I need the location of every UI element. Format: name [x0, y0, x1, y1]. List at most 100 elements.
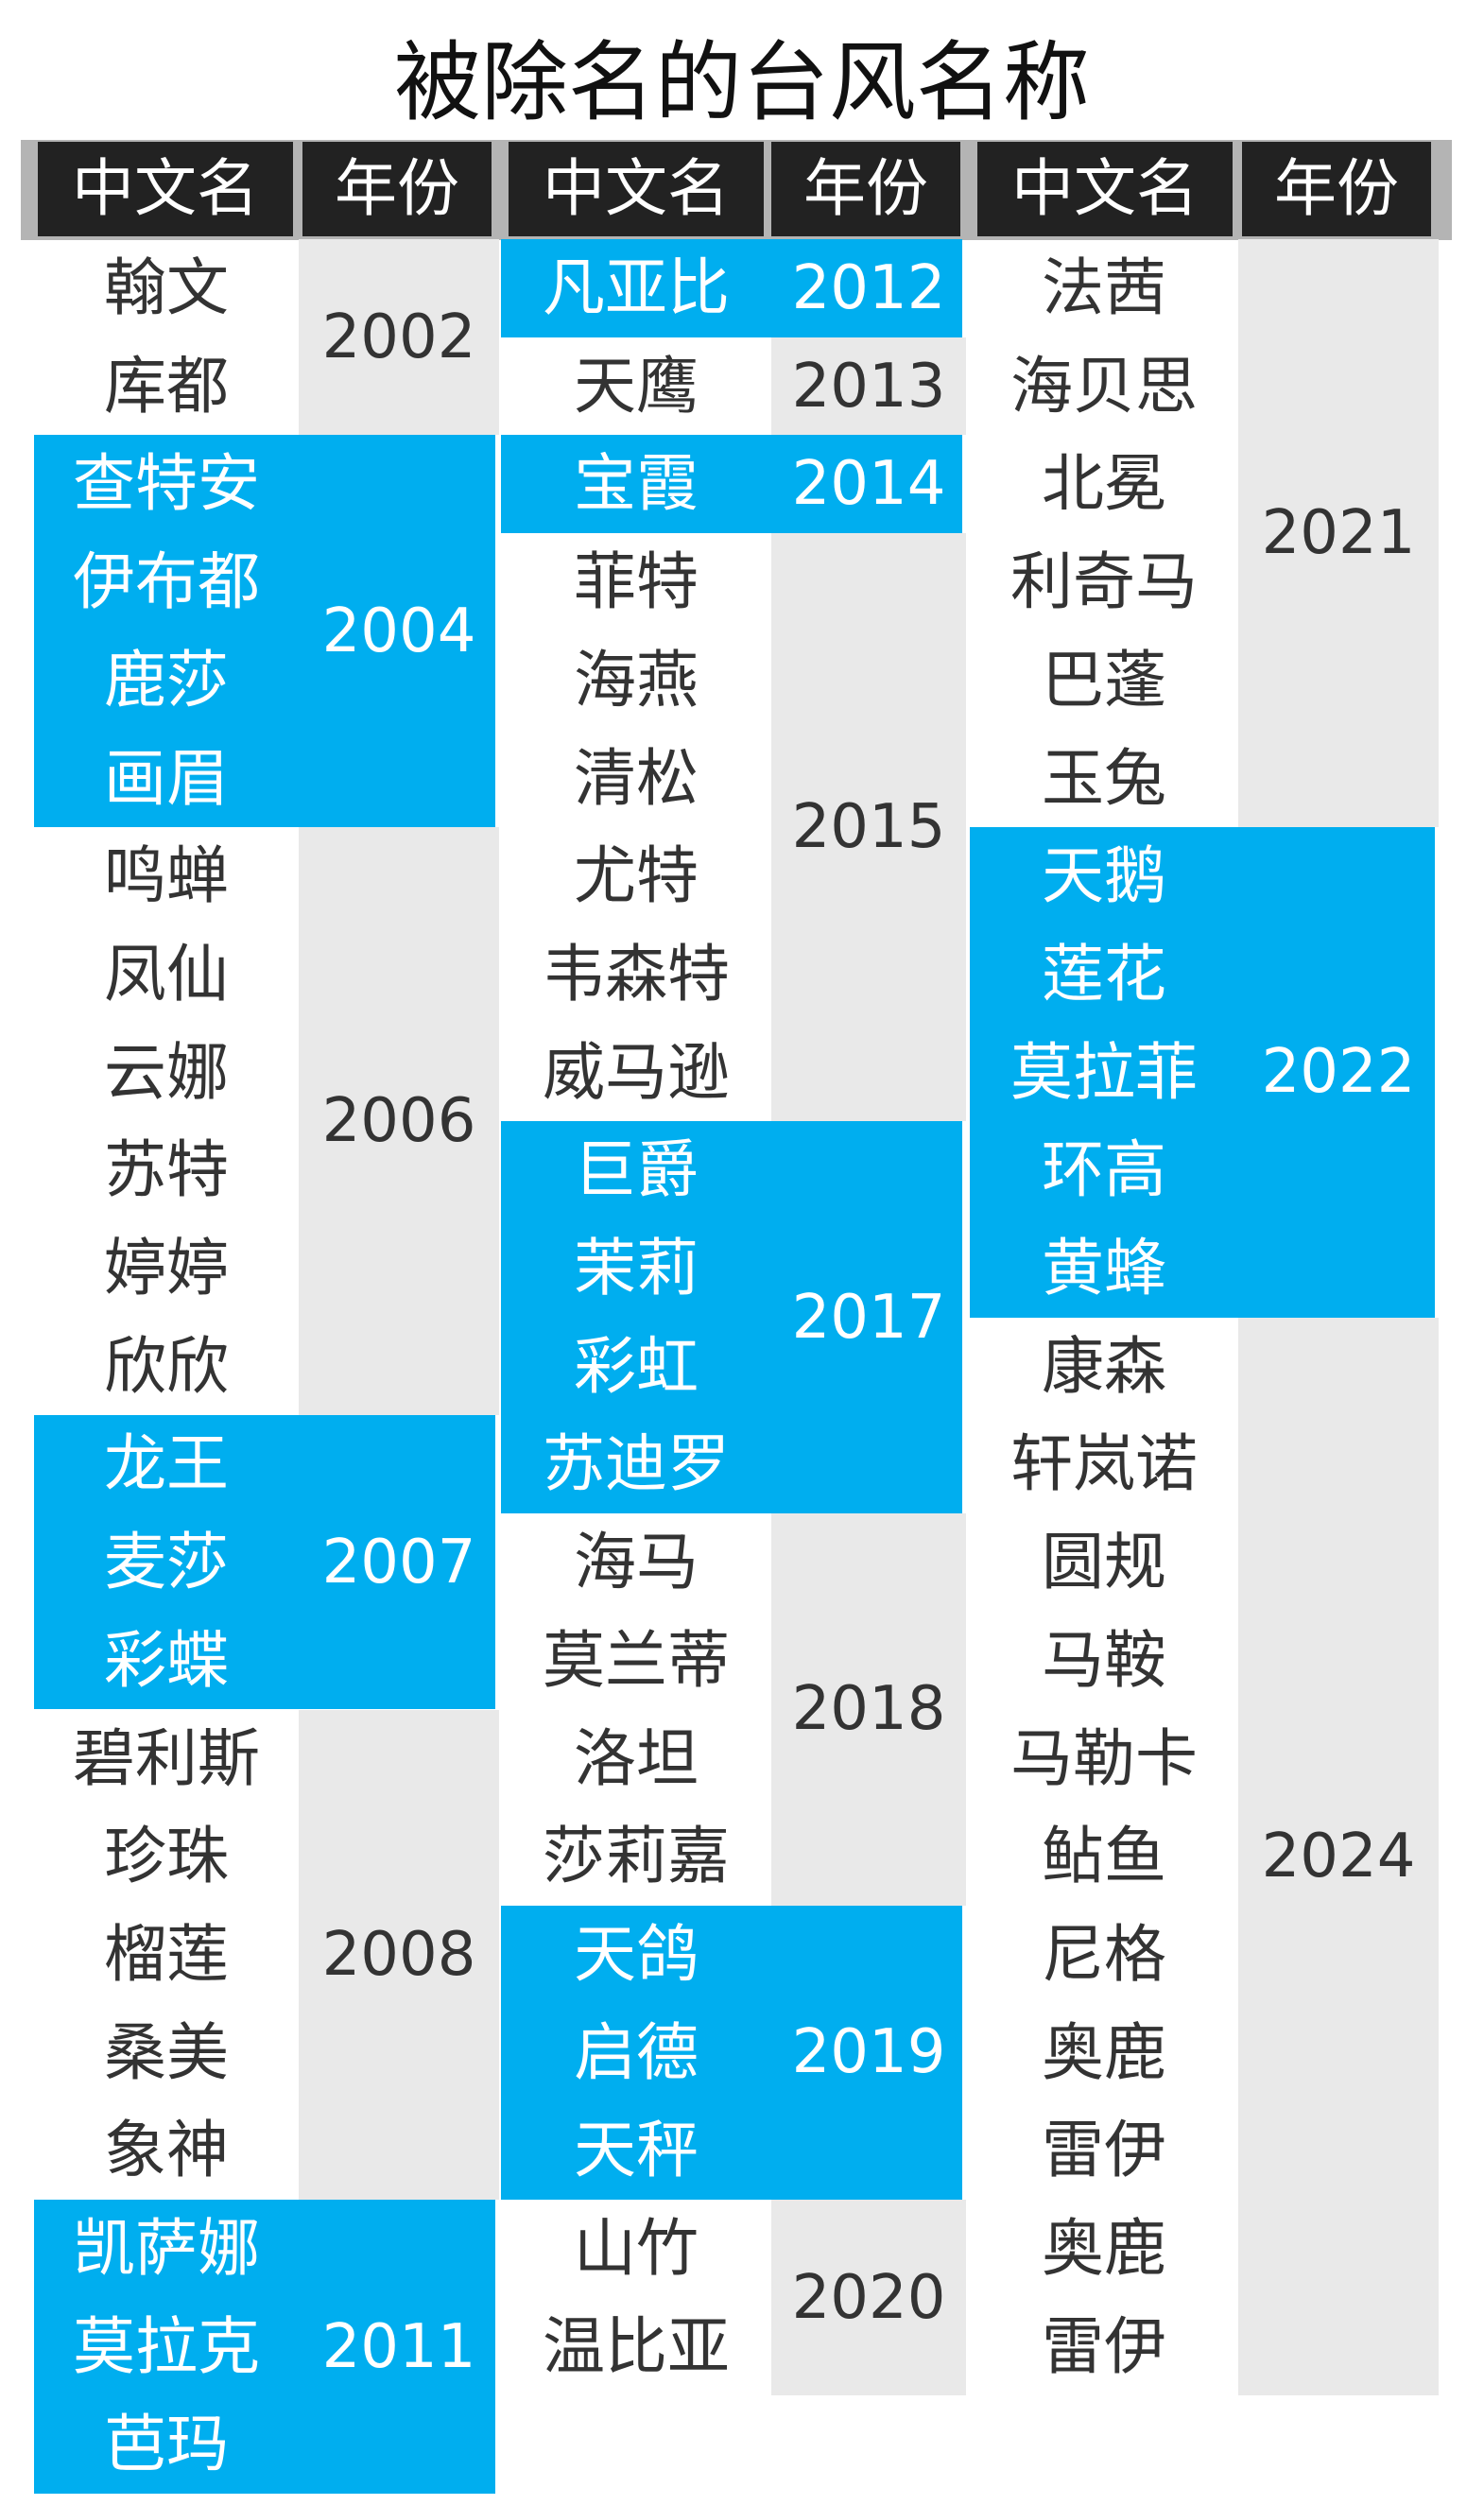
year-label: 2013 [791, 351, 946, 422]
typhoon-name: 莎莉嘉 [543, 1820, 730, 1893]
typhoon-name: 轩岚诺 [1010, 1427, 1198, 1501]
year-label: 2011 [321, 2311, 476, 2382]
year-label: 2024 [1261, 1822, 1416, 1892]
typhoon-name: 苏特 [104, 1133, 229, 1207]
year-label: 2004 [321, 596, 476, 666]
typhoon-name: 碧利斯 [73, 1721, 260, 1795]
typhoon-name: 马鞍 [1042, 1623, 1166, 1697]
header-name-col-2: 中文名 [509, 142, 764, 236]
year-label: 2015 [791, 792, 946, 863]
typhoon-name: 婷婷 [104, 1232, 229, 1304]
typhoon-name: 桑美 [104, 2015, 229, 2089]
typhoon-name: 尤特 [574, 839, 699, 913]
typhoon-name: 珍珠 [104, 1820, 229, 1893]
highlight-group-2014 [501, 435, 962, 534]
typhoon-name: 巨爵 [574, 1133, 699, 1207]
header-name-col-3: 中文名 [977, 142, 1233, 236]
typhoon-name: 凤仙 [104, 937, 229, 1011]
year-label: 2014 [791, 449, 946, 520]
typhoon-name: 奥鹿 [1042, 2212, 1166, 2285]
year-label: 2018 [791, 1674, 946, 1745]
header-year-col-1: 年份 [302, 142, 492, 236]
typhoon-name: 圆规 [1042, 1526, 1166, 1599]
typhoon-name: 天鹅 [1042, 839, 1166, 913]
typhoon-name: 天鹰 [574, 349, 699, 423]
typhoon-name: 彩蝶 [104, 1623, 229, 1697]
year-shade-2008 [299, 1709, 499, 2200]
typhoon-name: 象神 [104, 2114, 229, 2187]
typhoon-name: 彩虹 [574, 1329, 699, 1403]
typhoon-name: 巴蓬 [1042, 643, 1166, 717]
typhoon-name: 天秤 [574, 2114, 699, 2187]
typhoon-name: 菲特 [574, 545, 699, 619]
typhoon-name: 法茜 [1042, 251, 1166, 324]
typhoon-name: 榴莲 [104, 1917, 229, 1991]
typhoon-name: 茉莉 [574, 1232, 699, 1304]
year-label: 2020 [791, 2262, 946, 2333]
typhoon-name: 翰文 [104, 251, 229, 324]
year-shade-2015 [771, 533, 966, 1122]
typhoon-name: 莲花 [1042, 937, 1166, 1011]
typhoon-name: 玉兔 [1042, 741, 1166, 815]
header-year-col-2: 年份 [771, 142, 960, 236]
typhoon-name: 清松 [574, 741, 699, 815]
header-year-col-3: 年份 [1242, 142, 1431, 236]
typhoon-name: 黄蜂 [1042, 1232, 1166, 1304]
typhoon-name: 环高 [1042, 1133, 1166, 1207]
year-label: 2008 [321, 1919, 476, 1990]
typhoon-name: 洛坦 [574, 1721, 699, 1795]
typhoon-name: 画眉 [104, 741, 229, 815]
typhoon-name: 康森 [1042, 1329, 1166, 1403]
typhoon-name: 海马 [574, 1526, 699, 1599]
highlight-group-2017 [501, 1121, 962, 1514]
year-shade-2018 [771, 1513, 966, 1906]
typhoon-name: 奥鹿 [1042, 2015, 1166, 2089]
page-title: 被除名的台风名称 [393, 32, 1090, 133]
typhoon-name: 库都 [104, 349, 229, 423]
typhoon-name: 查特安 [73, 447, 260, 521]
typhoon-name: 鸣蝉 [104, 839, 229, 913]
year-label: 2002 [321, 302, 476, 372]
year-shade-2006 [299, 827, 499, 1416]
typhoon-name: 海贝思 [1010, 349, 1198, 423]
typhoon-name: 伊布都 [73, 545, 260, 619]
typhoon-name: 麦莎 [104, 1526, 229, 1599]
typhoon-name: 雷伊 [1042, 2114, 1166, 2187]
year-label: 2007 [321, 1527, 476, 1598]
typhoon-name: 北冕 [1042, 447, 1166, 521]
year-label: 2006 [321, 1086, 476, 1157]
year-shade-2024 [1238, 1317, 1439, 2396]
year-shade-2013 [771, 337, 966, 436]
typhoon-name: 莫拉菲 [1010, 1035, 1198, 1109]
typhoon-name: 威马逊 [543, 1035, 730, 1109]
year-shade-2020 [771, 2200, 966, 2396]
year-label: 2017 [791, 1282, 946, 1353]
typhoon-name: 雷伊 [1042, 2309, 1166, 2383]
highlight-group-2011 [34, 2200, 495, 2495]
typhoon-name: 欣欣 [104, 1329, 229, 1403]
highlight-group-2022 [970, 827, 1435, 1318]
typhoon-name: 鹿莎 [104, 643, 229, 717]
typhoon-name: 芭玛 [104, 2408, 229, 2481]
highlight-group-2019 [501, 1905, 962, 2200]
typhoon-name: 马勒卡 [1010, 1721, 1198, 1795]
header-name-col-1: 中文名 [38, 142, 293, 236]
highlight-group-2007 [34, 1415, 495, 1710]
highlight-group-2004 [34, 435, 495, 828]
typhoon-name: 山竹 [574, 2212, 699, 2285]
typhoon-name: 莫拉克 [73, 2309, 260, 2383]
year-label: 2021 [1261, 498, 1416, 569]
highlight-group-2012 [501, 239, 962, 337]
year-shade-2002 [299, 239, 499, 436]
typhoon-name: 鲇鱼 [1042, 1820, 1166, 1893]
typhoon-name: 宝霞 [574, 447, 699, 521]
typhoon-name: 启德 [574, 2015, 699, 2089]
typhoon-name: 云娜 [104, 1035, 229, 1109]
typhoon-name: 凡亚比 [543, 251, 730, 324]
typhoon-name: 海燕 [574, 643, 699, 717]
typhoon-name: 天鸽 [574, 1917, 699, 1991]
year-label: 2012 [791, 252, 946, 323]
typhoon-name: 尼格 [1042, 1917, 1166, 1991]
year-label: 2022 [1261, 1037, 1416, 1108]
typhoon-name: 凯萨娜 [73, 2212, 260, 2285]
